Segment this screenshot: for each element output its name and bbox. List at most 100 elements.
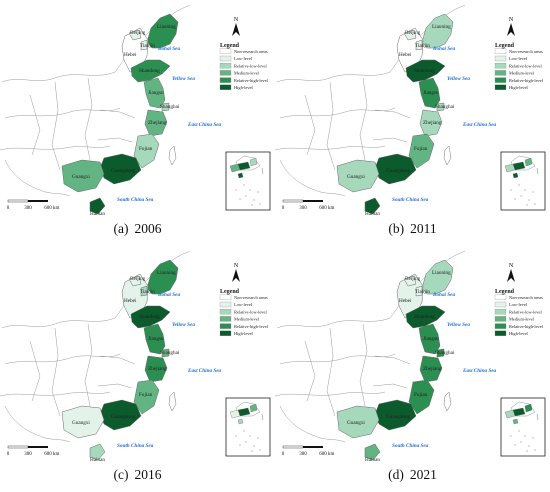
map-panel-2016: Liaoning Beijing Tianjin Hebei Shandong … — [0, 246, 275, 492]
scale-unit: km — [328, 206, 335, 211]
label-shanghai: Shanghai — [160, 104, 180, 110]
scale-unit: km — [53, 452, 60, 457]
panel-year: 2011 — [410, 221, 437, 236]
legend-item-label: High-level — [509, 331, 529, 336]
label-guangxi: Guangxi — [347, 174, 365, 180]
legend-swatch — [219, 48, 232, 54]
province-guangxi — [61, 159, 105, 193]
label-yellow-sea: Yellow Sea — [172, 322, 195, 328]
legend-title: Legend — [220, 289, 240, 295]
panel-letter: (c) — [113, 467, 129, 482]
legend-item-label: High-level — [234, 331, 254, 336]
legend-swatch — [494, 84, 507, 90]
label-guangdong: Guangdong — [111, 414, 136, 420]
north-arrow-icon: N — [507, 17, 515, 36]
scale-tick-600: 600 — [319, 452, 327, 457]
label-zhejiang: Zhejiang — [423, 120, 442, 126]
legend-item-label: High-level — [234, 85, 254, 90]
province-labels: Liaoning Beijing Tianjin Hebei Shandong … — [72, 270, 180, 463]
label-south-china-sea: South China Sea — [392, 197, 429, 203]
label-yellow-sea: Yellow Sea — [447, 322, 470, 328]
label-bohai-sea: Bohai Sea — [157, 292, 180, 298]
legend: Legend Non-research areas Low-level Relati… — [219, 289, 269, 336]
legend-swatch — [219, 309, 232, 315]
province-tianjin — [415, 39, 423, 51]
legend-title: Legend — [495, 43, 515, 49]
label-bohai-sea: Bohai Sea — [432, 292, 455, 298]
province-tianjin — [140, 285, 148, 297]
scale-tick-0: 0 — [7, 452, 10, 457]
sea-labels: Bohai Sea Yellow Sea East China Sea Sout… — [392, 46, 497, 203]
legend-swatch — [494, 309, 507, 315]
scale-tick-300: 300 — [24, 206, 32, 211]
province-tianjin — [140, 39, 148, 51]
legend-swatch — [219, 294, 232, 300]
province-hainan — [89, 443, 106, 461]
inset-map — [500, 397, 546, 457]
legend-swatch — [219, 316, 232, 322]
legend-item-label: Low-level — [234, 56, 253, 61]
label-guangxi: Guangxi — [72, 420, 90, 426]
scale-tick-0: 0 — [7, 206, 10, 211]
label-south-china-sea: South China Sea — [117, 197, 154, 203]
panel-caption: (d) 2021 — [275, 467, 550, 483]
label-hainan: Hainan — [90, 457, 105, 463]
label-beijing: Beijing — [405, 276, 421, 282]
legend-item-label: Low-level — [509, 302, 528, 307]
province-liaoning — [146, 259, 179, 295]
panel-year: 2021 — [409, 467, 437, 482]
label-jiangsu: Jiangsu — [148, 90, 164, 96]
legend-swatch — [219, 84, 232, 90]
province-beijing — [403, 275, 417, 287]
label-shandong: Shandong — [139, 314, 160, 320]
map-svg: Liaoning Beijing Tianjin Hebei Shandong … — [0, 4, 271, 217]
legend-swatch — [494, 48, 507, 54]
legend-item-label: Relative-high-level — [234, 324, 269, 329]
scale-tick-600: 600 — [44, 206, 52, 211]
background-borders — [275, 4, 466, 197]
map-panel-2006: Liaoning Beijing Tianjin Hebei Shandong … — [0, 0, 275, 246]
label-liaoning: Liaoning — [157, 270, 176, 276]
label-fujian: Fujian — [414, 392, 428, 398]
legend-swatch — [494, 70, 507, 76]
label-south-china-sea: South China Sea — [117, 443, 154, 449]
label-hainan: Hainan — [365, 457, 380, 463]
legend: Legend Non-research areas Low-level Relati… — [219, 43, 269, 90]
legend-item-label: Low-level — [509, 56, 528, 61]
label-guangxi: Guangxi — [347, 420, 365, 426]
scale-tick-0: 0 — [282, 452, 285, 457]
label-shanghai: Shanghai — [435, 350, 455, 356]
taiwan-outline — [443, 391, 452, 412]
legend-swatch — [494, 301, 507, 308]
panel-letter: (b) — [388, 221, 405, 236]
legend-swatch — [219, 323, 232, 329]
map-svg: Liaoning Beijing Tianjin Hebei Shandong … — [275, 250, 546, 463]
scale-unit: km — [328, 452, 335, 457]
compass-n: N — [234, 263, 239, 269]
legend-item-label: Medium-level — [509, 317, 535, 322]
legend-items: Non-research areas Low-level Relative-low-… — [219, 48, 269, 90]
province-fujian — [408, 133, 435, 169]
label-tianjin: Tianjin — [140, 43, 155, 49]
taiwan-outline — [168, 391, 177, 412]
legend-items: Non-research areas Low-level Relative-low-… — [494, 48, 544, 90]
legend-swatch — [219, 70, 232, 76]
legend-item-label: Relative-low-level — [509, 63, 542, 68]
legend-swatch — [219, 330, 232, 336]
inset-map — [225, 397, 271, 457]
panel-caption: (c) 2016 — [0, 467, 275, 483]
legend-item-label: Relative-low-level — [509, 309, 542, 314]
label-east-china-sea: East China Sea — [462, 368, 497, 374]
label-liaoning: Liaoning — [432, 24, 451, 30]
legend-item-label: Relative-low-level — [234, 63, 267, 68]
scale-tick-600: 600 — [44, 452, 52, 457]
label-shandong: Shandong — [414, 314, 435, 320]
legend-swatch — [494, 316, 507, 322]
legend-item-label: Medium-level — [234, 71, 260, 76]
label-tianjin: Tianjin — [415, 289, 430, 295]
legend-swatch — [219, 301, 232, 308]
label-hebei: Hebei — [399, 298, 412, 304]
legend-item-label: Low-level — [234, 302, 253, 307]
label-jiangsu: Jiangsu — [148, 336, 164, 342]
sea-labels: Bohai Sea Yellow Sea East China Sea Sout… — [392, 292, 497, 449]
